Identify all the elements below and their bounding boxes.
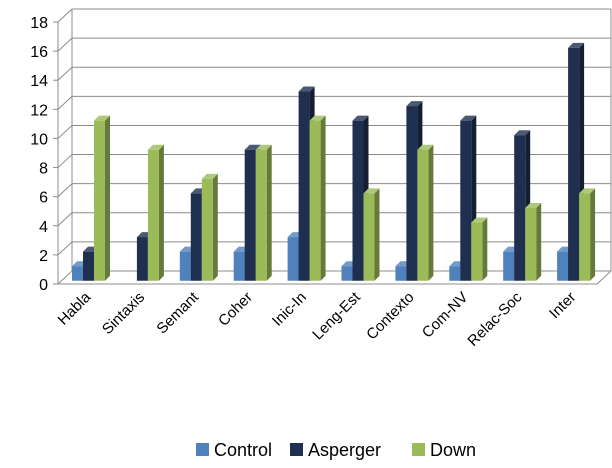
y-tick-label-2: 2	[39, 248, 48, 265]
legend-item-down: Down	[412, 440, 476, 460]
bar-down-inic-in	[309, 115, 326, 281]
y-tick-label-12: 12	[30, 102, 48, 119]
bar-down-relac-soc	[525, 202, 542, 281]
gridline-side-0	[57, 270, 73, 285]
x-category-label-sintaxis: Sintaxis	[99, 289, 148, 338]
gridline-side-10	[57, 125, 73, 139]
x-category-labels: Habla Sintaxis Semant Coher Inic-In Leng-Est C…	[55, 288, 580, 350]
x-category-label-coher: Coher	[215, 289, 256, 330]
gridline-side-12	[57, 95, 73, 110]
bar-down-habla	[94, 115, 110, 281]
x-category-label-com-nv: Com-NV	[419, 289, 472, 342]
y-tick-labels: 0 2 4 6 8 10 12 14 16 18	[30, 15, 48, 294]
legend-swatch-down	[412, 443, 425, 456]
x-category-label-contexto: Contexto	[363, 289, 417, 343]
legend-item-asperger: Asperger	[290, 440, 381, 460]
y-tick-label-14: 14	[30, 73, 48, 90]
gridline-side-6	[57, 183, 73, 198]
floor-edge	[596, 270, 612, 285]
bar-down-sintaxis	[147, 144, 164, 281]
y-tick-label-16: 16	[30, 44, 48, 61]
y-tick-label-6: 6	[39, 190, 48, 207]
gridline-side-16	[57, 37, 73, 52]
x-category-label-semant: Semant	[153, 288, 202, 337]
bar-down-inter	[579, 188, 596, 281]
bar-down-coher	[255, 144, 272, 281]
legend-swatch-asperger	[290, 443, 303, 456]
x-category-label-leng-est: Leng-Est	[309, 288, 364, 343]
axes	[53, 9, 612, 285]
legend: Control Asperger Down	[196, 440, 476, 460]
y-tick-label-18: 18	[30, 15, 48, 32]
x-category-label-habla: Habla	[55, 288, 95, 328]
legend-label-down: Down	[430, 440, 476, 460]
x-category-label-inic-in: Inic-In	[269, 289, 310, 330]
gridline-side-2	[57, 241, 73, 256]
y-tick-label-8: 8	[39, 161, 48, 178]
bar-down-contexto	[417, 144, 434, 281]
bars	[72, 42, 596, 281]
legend-label-asperger: Asperger	[308, 440, 381, 460]
bar-down-semant	[201, 173, 218, 281]
gridline-side-14	[57, 66, 73, 81]
gridline-side-8	[57, 154, 73, 168]
bar-down-com-nv	[471, 217, 488, 281]
x-category-label-relac-soc: Relac-Soc	[464, 288, 525, 349]
legend-label-control: Control	[214, 440, 272, 460]
y-tick-label-10: 10	[30, 131, 48, 148]
legend-swatch-control	[196, 443, 209, 456]
y-tick-label-4: 4	[39, 219, 48, 236]
gridline-side-18	[57, 8, 73, 23]
legend-item-control: Control	[196, 440, 272, 460]
y-tick-label-0: 0	[39, 277, 48, 294]
x-category-label-inter: Inter	[546, 289, 579, 322]
gridline-side-4	[57, 212, 73, 227]
bar-down-leng-est	[363, 188, 380, 281]
